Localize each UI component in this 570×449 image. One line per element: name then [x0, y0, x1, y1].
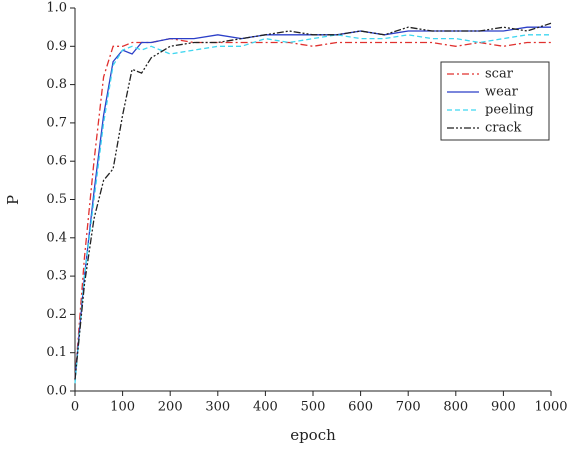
y-axis-label: P	[4, 195, 22, 205]
legend-label: peeling	[485, 103, 534, 118]
x-tick-label: 100	[110, 400, 135, 415]
legend-box	[440, 61, 550, 141]
y-tick-label: 0.9	[46, 39, 67, 54]
y-tick-label: 0.5	[46, 192, 67, 207]
x-tick-label: 0	[71, 400, 79, 415]
x-tick-label: 700	[396, 400, 421, 415]
x-tick-label: 200	[158, 400, 183, 415]
y-tick-label: 0.6	[46, 154, 67, 169]
y-tick-label: 0.7	[46, 115, 67, 130]
x-tick-label: 300	[205, 400, 230, 415]
y-tick-label: 0.3	[46, 269, 67, 284]
x-tick-label: 1000	[534, 400, 567, 415]
legend-label: scar	[485, 67, 514, 82]
series-line	[74, 37, 551, 380]
legend-label: crack	[485, 121, 522, 136]
y-tick-label: 0.2	[46, 307, 67, 322]
y-tick-label: 0.8	[46, 77, 67, 92]
x-tick-label: 600	[348, 400, 373, 415]
y-tick-label: 0.4	[46, 230, 67, 245]
y-tick-label: 1.0	[46, 1, 67, 16]
x-tick-label: 800	[443, 400, 468, 415]
x-tick-label: 900	[491, 400, 516, 415]
x-tick-label: 400	[253, 400, 278, 415]
x-tick-label: 500	[301, 400, 326, 415]
y-tick-label: 0.0	[46, 384, 67, 399]
y-tick-label: 0.1	[46, 345, 67, 360]
series-line	[74, 34, 551, 384]
legend-label: wear	[485, 85, 519, 100]
x-axis-label: epoch	[290, 426, 336, 444]
series-line	[74, 22, 552, 380]
